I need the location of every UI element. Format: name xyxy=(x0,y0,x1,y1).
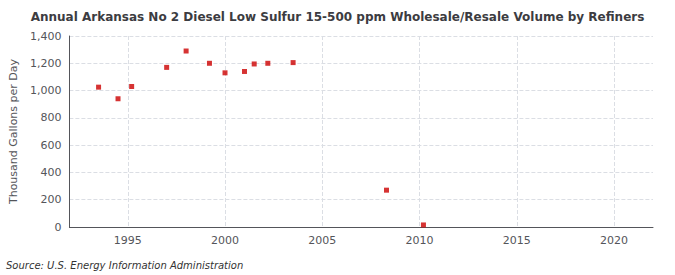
svg-text:2020: 2020 xyxy=(600,234,628,247)
svg-text:2015: 2015 xyxy=(503,234,531,247)
svg-text:Thousand Gallons per Day: Thousand Gallons per Day xyxy=(7,58,20,205)
svg-text:1,000: 1,000 xyxy=(30,84,62,97)
svg-text:400: 400 xyxy=(40,166,61,179)
svg-text:800: 800 xyxy=(40,111,61,124)
svg-text:0: 0 xyxy=(54,221,61,234)
svg-text:1,400: 1,400 xyxy=(30,30,62,43)
svg-text:Source: U.S. Energy Informatio: Source: U.S. Energy Information Administ… xyxy=(6,260,243,271)
svg-text:2005: 2005 xyxy=(308,234,336,247)
svg-text:1,200: 1,200 xyxy=(30,57,62,70)
svg-text:1995: 1995 xyxy=(114,234,142,247)
svg-text:2010: 2010 xyxy=(406,234,434,247)
svg-text:200: 200 xyxy=(40,193,61,206)
svg-text:Annual Arkansas No 2 Diesel Lo: Annual Arkansas No 2 Diesel Low Sulfur 1… xyxy=(31,10,645,24)
svg-text:600: 600 xyxy=(40,139,61,152)
svg-text:2000: 2000 xyxy=(211,234,239,247)
